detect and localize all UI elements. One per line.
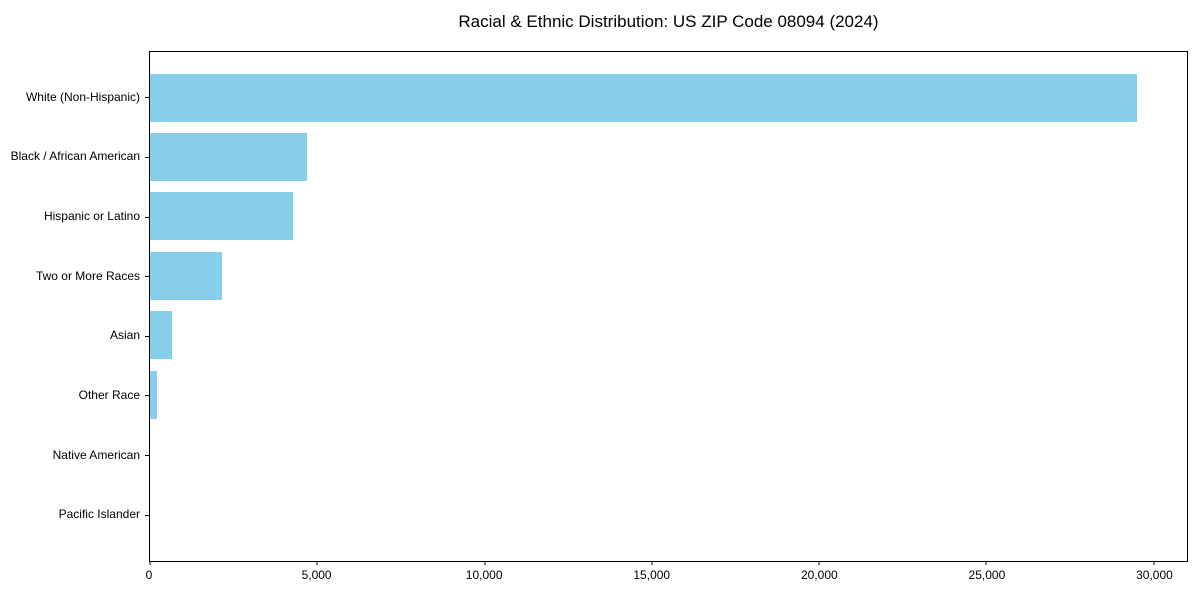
x-axis-tick-label: 20,000 [800,568,838,582]
y-label-row: Asian [0,306,149,366]
bar-row [150,246,1187,305]
bar-white-non-hispanic [150,73,1137,122]
y-tick-mark [145,97,150,99]
x-axis-tick-label: 15,000 [633,568,671,582]
x-tick-mark [149,561,151,565]
bar-row [150,306,1187,365]
x-tick-mark [316,561,318,565]
bar-black-african-american [150,133,308,182]
y-axis-label: Other Race [78,387,140,402]
x-axis-tick-label: 0 [145,568,153,582]
y-axis-label: White (Non-Hispanic) [25,89,140,104]
x-axis-tick-label: 30,000 [1136,568,1173,582]
bar-row [150,68,1187,127]
y-label-row: White (Non-Hispanic) [0,67,149,127]
y-axis-label: Two or More Races [35,268,140,283]
y-tick-mark [145,514,150,516]
x-axis-labels: 0 5,000 10,000 15,000 20,000 25,000 30,0… [145,568,1188,584]
bar-other-race [150,370,158,419]
bar-row [150,484,1187,543]
bar-row [150,365,1187,424]
y-axis-label: Hispanic or Latino [43,209,140,224]
y-label-row: Native American [0,425,149,485]
y-axis-label: Asian [109,328,140,343]
y-axis-labels: White (Non-Hispanic) Black / African Ame… [0,51,149,562]
y-tick-mark [145,455,150,457]
x-axis-tick-label: 5,000 [301,568,332,582]
x-tick-mark [818,561,820,565]
x-axis-tick-label: 10,000 [465,568,503,582]
x-tick-mark [651,561,653,565]
y-tick-mark [145,216,150,218]
y-tick-mark [145,335,150,337]
bar-row [150,424,1187,483]
y-label-row: Other Race [0,365,149,425]
x-axis-tick-label: 25,000 [968,568,1006,582]
y-tick-mark [145,395,150,397]
y-label-row: Two or More Races [0,246,149,306]
x-tick-mark [484,561,486,565]
bar-row [150,127,1187,186]
y-axis-label: Native American [52,447,140,462]
x-tick-mark [985,561,987,565]
bar-asian [150,311,172,360]
bar-row [150,187,1187,246]
x-tick-mark [1153,561,1155,565]
y-tick-mark [145,156,150,158]
chart-title: Racial & Ethnic Distribution: US ZIP Cod… [458,12,879,31]
y-tick-mark [145,276,150,278]
y-axis-label: Black / African American [10,149,140,164]
y-label-row: Hispanic or Latino [0,186,149,246]
bar-two-or-more-races [150,251,222,300]
bar-hispanic-or-latino [150,192,293,241]
y-label-row: Pacific Islander [0,484,149,544]
bar-rows [150,52,1187,561]
plot-area [145,51,1188,565]
y-label-row: Black / African American [0,127,149,187]
y-axis-label: Pacific Islander [58,507,140,522]
